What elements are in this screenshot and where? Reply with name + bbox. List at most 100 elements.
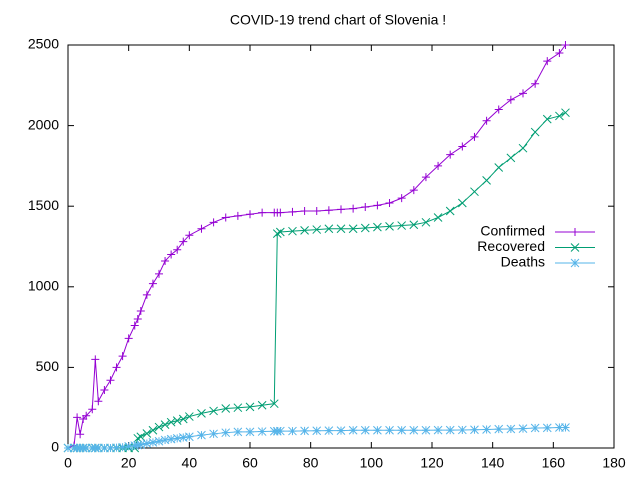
y-tick-label: 1000 <box>28 278 59 294</box>
data-point <box>185 231 194 240</box>
data-point <box>421 217 431 227</box>
x-tick-label: 0 <box>64 455 72 471</box>
data-point <box>300 426 309 436</box>
data-point <box>100 385 109 394</box>
data-point <box>409 220 419 230</box>
data-point <box>209 406 218 416</box>
data-point <box>543 57 552 66</box>
data-point <box>409 425 419 435</box>
data-point <box>373 222 382 232</box>
data-point <box>154 436 164 446</box>
y-tick-label: 1500 <box>28 197 59 213</box>
data-point <box>91 355 100 364</box>
series-line <box>67 44 566 449</box>
data-point <box>233 211 242 220</box>
data-point <box>276 208 285 217</box>
y-tick-label: 2000 <box>28 116 59 132</box>
data-point <box>161 257 170 266</box>
data-point <box>118 352 127 361</box>
data-point <box>519 89 527 98</box>
data-point <box>518 424 528 434</box>
x-tick-label: 60 <box>242 455 258 471</box>
data-point <box>124 442 134 451</box>
data-point <box>470 425 479 435</box>
data-point <box>275 227 285 237</box>
data-point <box>288 426 297 436</box>
data-point <box>179 237 188 246</box>
legend-label: Deaths <box>501 254 545 270</box>
data-point <box>221 404 231 413</box>
data-point <box>457 198 467 208</box>
data-point <box>542 114 552 124</box>
data-point <box>173 245 182 254</box>
data-point <box>148 438 158 447</box>
legend-marker <box>570 258 580 268</box>
data-point <box>494 105 503 114</box>
data-point <box>246 210 254 219</box>
data-point <box>100 443 109 453</box>
data-point <box>421 425 431 435</box>
data-point <box>160 420 170 429</box>
data-point <box>349 204 358 213</box>
data-point <box>433 213 443 222</box>
data-point <box>172 416 182 425</box>
data-point <box>172 433 182 443</box>
data-point <box>324 206 333 215</box>
data-point <box>397 425 407 435</box>
data-point <box>482 176 491 185</box>
data-point <box>482 116 491 125</box>
data-point <box>530 127 540 137</box>
data-point <box>124 334 133 343</box>
data-point <box>160 435 170 445</box>
data-point <box>397 194 406 203</box>
data-point <box>142 290 151 299</box>
data-point <box>133 315 142 324</box>
chart-title: COVID-19 trend chart of Slovenia ! <box>230 12 446 28</box>
data-point <box>257 400 267 410</box>
data-point <box>245 402 255 412</box>
data-point <box>445 206 455 216</box>
y-tick-label: 500 <box>36 358 60 374</box>
data-point <box>73 413 82 422</box>
data-point <box>555 111 564 121</box>
y-tick-label: 0 <box>51 439 59 455</box>
plot-border <box>67 44 615 449</box>
data-point <box>445 425 455 435</box>
data-point <box>300 207 309 216</box>
data-point <box>275 426 285 436</box>
data-point <box>94 397 103 406</box>
legend-label: Recovered <box>477 238 545 254</box>
x-tick-label: 80 <box>303 455 319 471</box>
data-point <box>197 224 206 233</box>
data-point <box>258 208 267 217</box>
data-point <box>167 250 176 259</box>
data-point <box>288 207 297 216</box>
data-point <box>434 161 443 170</box>
data-point <box>178 414 188 424</box>
data-point <box>155 269 163 278</box>
data-point <box>112 363 121 372</box>
data-point <box>531 79 540 88</box>
data-point <box>555 423 564 432</box>
data-point <box>360 425 370 435</box>
data-point <box>257 427 267 436</box>
x-tick-label: 40 <box>182 455 198 471</box>
x-tick-label: 180 <box>602 455 626 471</box>
data-point <box>542 423 552 433</box>
data-point <box>136 306 145 315</box>
data-point <box>348 224 358 234</box>
data-point <box>154 422 164 432</box>
data-point <box>409 186 418 195</box>
data-point <box>336 224 346 234</box>
data-point <box>166 434 176 444</box>
x-tick-label: 100 <box>360 455 384 471</box>
data-point <box>209 429 218 439</box>
data-point <box>555 49 564 58</box>
data-point <box>385 425 394 435</box>
data-point <box>324 426 334 435</box>
data-point <box>446 150 455 159</box>
data-point <box>312 426 322 436</box>
data-point <box>336 426 346 435</box>
data-point <box>518 143 528 153</box>
